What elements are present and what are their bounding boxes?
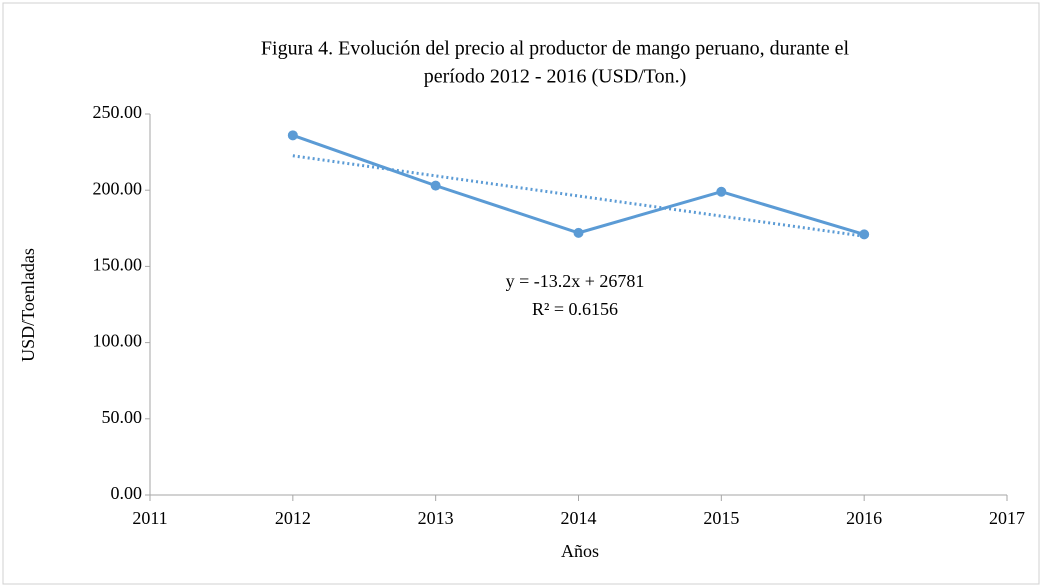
x-axis-label: Años	[561, 541, 599, 561]
x-tick-label: 2011	[132, 508, 167, 528]
trendline	[292, 154, 865, 238]
data-point	[430, 180, 441, 191]
trend-r2: R² = 0.6156	[532, 299, 618, 319]
chart-title: período 2012 - 2016 (USD/Ton.)	[424, 66, 686, 88]
data-point	[573, 227, 584, 238]
x-tick-label: 2013	[418, 508, 454, 528]
y-tick-label: 250.00	[93, 102, 143, 122]
x-tick-label: 2017	[989, 508, 1025, 528]
data-point	[859, 229, 870, 240]
x-tick-label: 2014	[561, 508, 597, 528]
y-tick-label: 0.00	[111, 483, 143, 503]
y-tick-label: 50.00	[102, 407, 143, 427]
y-tick-label: 100.00	[93, 331, 143, 351]
y-axis-label: USD/Toenladas	[18, 248, 38, 362]
x-tick-label: 2016	[846, 508, 882, 528]
chart-title: Figura 4. Evolución del precio al produc…	[261, 38, 850, 60]
y-tick-label: 150.00	[93, 255, 143, 275]
x-tick-label: 2012	[275, 508, 311, 528]
x-tick-label: 2015	[703, 508, 739, 528]
trend-equation: y = -13.2x + 26781	[506, 271, 645, 291]
y-tick-label: 200.00	[93, 178, 143, 198]
data-point	[287, 130, 298, 141]
data-point	[716, 186, 727, 197]
